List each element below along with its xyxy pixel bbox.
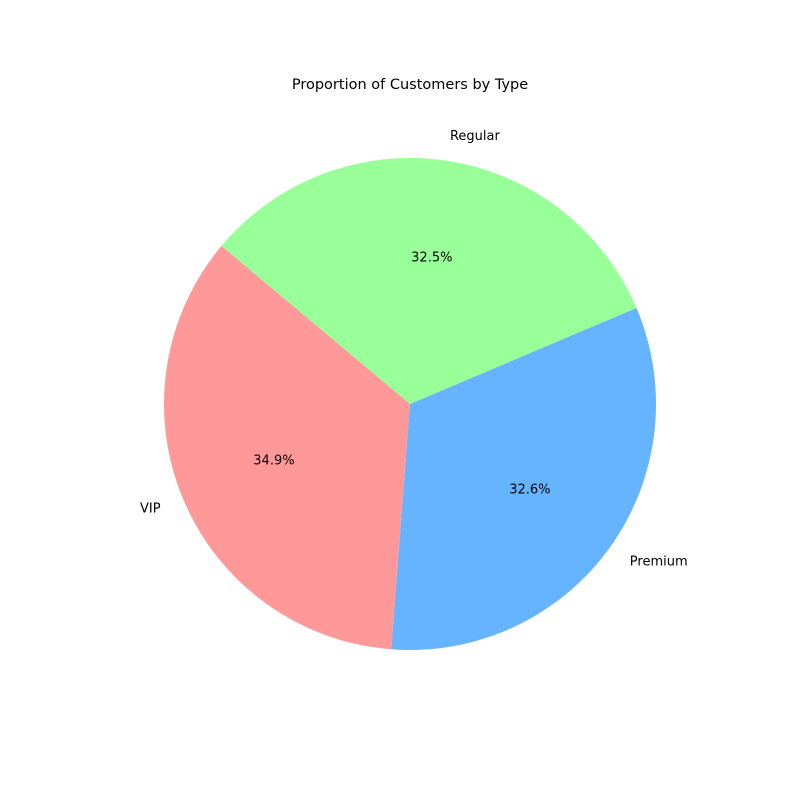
- slice-label-regular: Regular: [450, 129, 501, 144]
- slice-percent-premium: 32.6%: [509, 483, 550, 498]
- slice-percent-vip: 34.9%: [253, 454, 294, 469]
- slice-label-premium: Premium: [630, 554, 688, 569]
- slice-label-vip: VIP: [140, 501, 161, 516]
- pie-labels: VIP 34.9% Premium 32.6% Regular 32.5%: [140, 129, 688, 569]
- pie-slices: [164, 157, 656, 650]
- pie-slice-vip: [164, 245, 410, 650]
- pie-slice-regular: [221, 157, 637, 404]
- chart-title: Proportion of Customers by Type: [292, 77, 528, 93]
- pie-slice-premium: [391, 307, 656, 650]
- slice-percent-regular: 32.5%: [411, 251, 452, 266]
